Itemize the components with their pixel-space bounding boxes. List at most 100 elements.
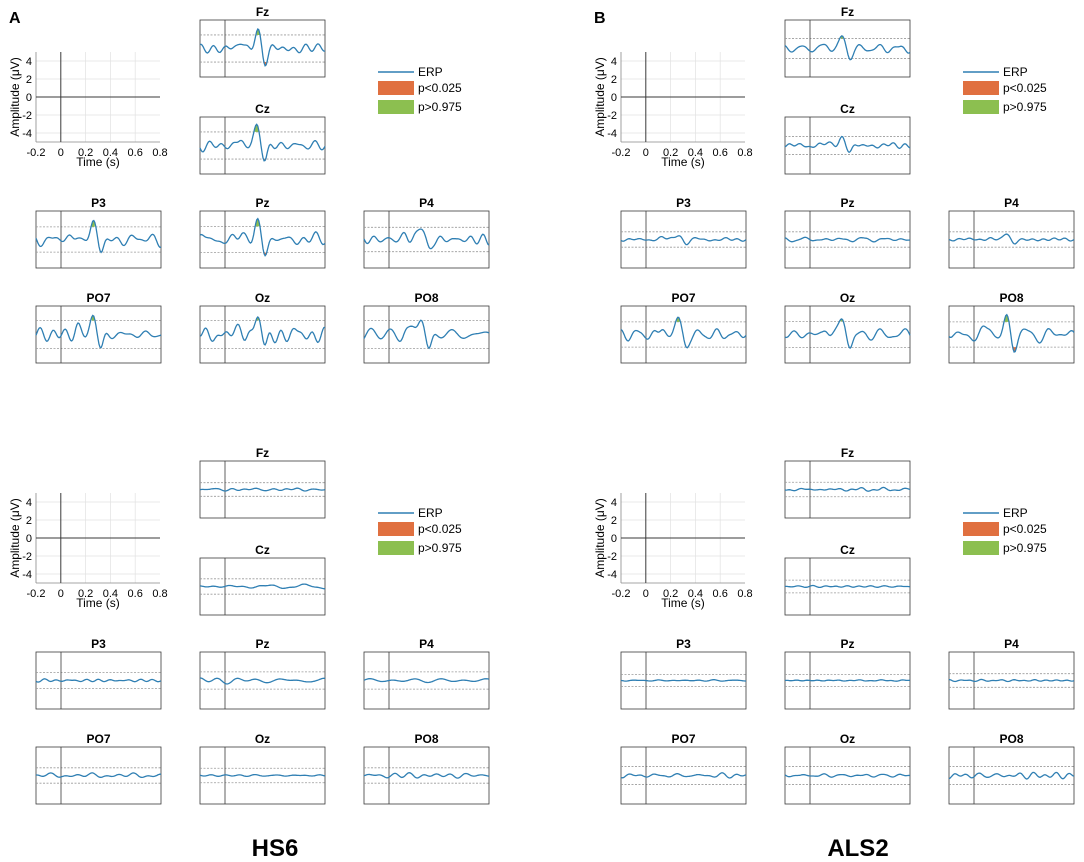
erp-trace	[199, 217, 326, 257]
channel-fz: Fz	[199, 446, 326, 519]
x-tick-label: 0	[643, 588, 649, 600]
x-tick-label: -0.2	[612, 147, 631, 159]
channel-oz: Oz	[199, 732, 326, 805]
x-tick-label: 0.4	[688, 588, 703, 600]
y-tick-label: -4	[607, 128, 617, 140]
x-tick-label: 0.8	[152, 588, 167, 600]
y-tick-label: -2	[607, 110, 617, 122]
panel-letter-a: A	[9, 10, 21, 27]
x-axis-label: Time (s)	[661, 596, 705, 610]
channel-title: Cz	[840, 102, 855, 116]
channel-cz: Cz	[784, 102, 911, 175]
y-tick-label: 2	[26, 515, 32, 527]
legend-high-swatch	[378, 100, 414, 114]
channel-title: PO7	[86, 732, 110, 746]
x-tick-label: 0	[58, 147, 64, 159]
channel-title: Cz	[255, 102, 270, 116]
channel-cz: Cz	[199, 543, 326, 616]
channel-title: Oz	[255, 291, 270, 305]
channel-po7: PO7	[620, 732, 747, 805]
legend-low-swatch	[378, 522, 414, 536]
erp-trace	[784, 773, 911, 778]
channel-oz: Oz	[784, 732, 911, 805]
reference-axes: 4 2 0 -2 -4 -0.2 0 0.2 0.4 0.6 0.8 Time (s) Amplitud…	[8, 52, 168, 169]
x-tick-label: 0.4	[688, 147, 703, 159]
legend-high-label: p>0.975	[1003, 100, 1047, 114]
legend-high-label: p>0.975	[418, 100, 462, 114]
subject-label-hs6: HS6	[252, 835, 299, 862]
y-tick-label: 0	[611, 92, 617, 104]
channel-title: Cz	[840, 543, 855, 557]
x-axis-label: Time (s)	[76, 155, 120, 169]
reference-axes: 4 2 0 -2 -4 -0.2 0 0.2 0.4 0.6 0.8 Time (s) Amplitud…	[593, 52, 753, 169]
legend: ERP p<0.025 p>0.975	[378, 65, 462, 114]
channel-frame	[199, 210, 326, 269]
channel-frame	[363, 305, 490, 364]
channel-po7: PO7	[620, 291, 747, 364]
channel-title: P3	[676, 196, 691, 210]
channel-pz: Pz	[784, 637, 911, 710]
x-tick-label: 0.8	[152, 147, 167, 159]
panel-letter-b: B	[594, 10, 606, 27]
x-tick-label: 0.2	[663, 588, 678, 600]
legend-high-label: p>0.975	[418, 541, 462, 555]
channel-title: Fz	[256, 5, 269, 19]
channel-title: Pz	[255, 196, 269, 210]
erp-trace	[948, 678, 1075, 683]
channel-po8: PO8	[948, 291, 1075, 364]
channel-title: Oz	[840, 291, 855, 305]
channel-oz: Oz	[199, 291, 326, 364]
y-tick-label: -4	[22, 569, 32, 581]
channel-po8: PO8	[363, 732, 490, 805]
x-tick-label: -0.2	[27, 147, 46, 159]
erp-trace	[620, 316, 747, 349]
y-axis-label: Amplitude (μV)	[593, 57, 607, 137]
channel-po8: PO8	[363, 291, 490, 364]
channel-fz: Fz	[784, 446, 911, 519]
panel-a-bottom: 4 2 0 -2 -4 -0.2 0 0.2 0.4 0.6 0.8 Time (s) Amplitud…	[8, 446, 490, 805]
channel-title: Oz	[255, 732, 270, 746]
channel-frame	[784, 305, 911, 364]
x-tick-label: 0.6	[713, 147, 728, 159]
x-tick-label: 0.6	[128, 588, 143, 600]
channel-title: Pz	[840, 196, 854, 210]
y-tick-label: 4	[26, 56, 32, 68]
channel-pz: Pz	[199, 196, 326, 269]
channel-p3: P3	[35, 637, 162, 710]
channel-frame	[35, 746, 162, 805]
y-tick-label: 0	[26, 92, 32, 104]
channel-title: PO8	[414, 732, 438, 746]
y-tick-label: 2	[611, 74, 617, 86]
x-tick-label: 0	[58, 588, 64, 600]
channel-pz: Pz	[784, 196, 911, 269]
channel-frame	[199, 651, 326, 710]
channel-title: PO7	[671, 732, 695, 746]
erp-trace	[620, 772, 747, 779]
channel-title: PO7	[86, 291, 110, 305]
channel-title: Pz	[255, 637, 269, 651]
channel-p3: P3	[620, 196, 747, 269]
channel-title: P4	[1004, 196, 1019, 210]
legend: ERP p<0.025 p>0.975	[963, 506, 1047, 555]
channel-title: Fz	[256, 446, 269, 460]
channel-frame	[35, 305, 162, 364]
erp-trace	[35, 219, 162, 254]
channel-pz: Pz	[199, 637, 326, 710]
y-tick-label: 2	[26, 74, 32, 86]
channel-po8: PO8	[948, 732, 1075, 805]
panel-b-top: 4 2 0 -2 -4 -0.2 0 0.2 0.4 0.6 0.8 Time (s) Amplitud…	[593, 5, 1075, 364]
channel-frame	[784, 19, 911, 78]
erp-trace	[620, 679, 746, 682]
erp-trace	[784, 236, 911, 243]
y-tick-label: -2	[22, 551, 32, 563]
channel-title: Pz	[840, 637, 854, 651]
channel-title: Oz	[840, 732, 855, 746]
erp-trace	[363, 319, 490, 350]
y-tick-label: 4	[26, 497, 32, 509]
panel-a-top: 4 2 0 -2 -4 -0.2 0 0.2 0.4 0.6 0.8 Time (s) Amplitud…	[8, 5, 490, 364]
y-axis-label: Amplitude (μV)	[593, 498, 607, 578]
x-tick-label: -0.2	[612, 588, 631, 600]
erp-trace	[784, 135, 911, 154]
legend-low-label: p<0.025	[1003, 81, 1047, 95]
subject-label-als2: ALS2	[827, 835, 888, 862]
